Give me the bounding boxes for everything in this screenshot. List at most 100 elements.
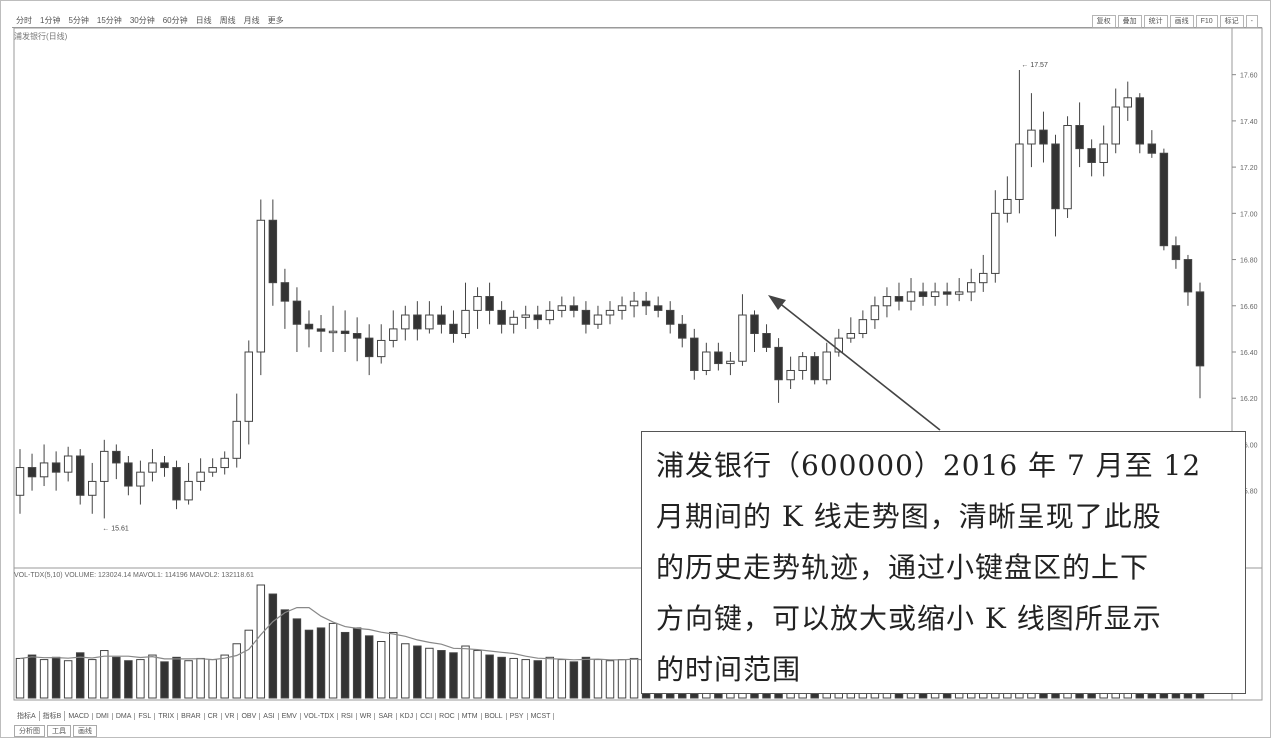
indicator-tab[interactable]: MTM [459,713,482,720]
period-button[interactable]: 60分钟 [162,16,188,25]
annotation-line: 的历史走势轨迹，通过小键盘区的上下 [656,551,1150,584]
volume-bar-down [75,652,85,699]
volume-bar-up [148,654,157,699]
candle-up [1003,198,1012,214]
candle-down [714,351,723,365]
candle-up [473,296,482,311]
volume-bar-down [280,609,290,699]
candle-down [942,291,952,295]
volume-bar-down [569,661,579,699]
volume-bar-up [401,643,410,699]
volume-bar-down [352,627,362,699]
y-tick-label: 16.80 [1240,258,1258,265]
candle-down [569,305,579,311]
candle-up [846,333,856,339]
candle-up [798,356,807,371]
candle-down [1039,129,1048,145]
candle-down [292,300,302,325]
volume-bar-up [617,659,627,699]
volume-bar-up [244,629,254,699]
candle-up [1015,143,1024,200]
volume-bar-down [364,635,374,699]
candle-down [413,314,422,330]
volume-panel-frame [13,567,1263,701]
candle-down [124,462,133,487]
candle-down [1159,152,1169,247]
period-button[interactable]: 月线 [243,16,260,25]
annotation-line: 浦发银行（600000）2016 年 7 月至 12 [656,449,1202,482]
indicator-tab[interactable]: DMA [113,713,136,720]
candle-up [593,314,603,325]
annotation-box: 浦发银行（600000）2016 年 7 月至 12 月期间的 K 线走势图，清… [641,431,1246,694]
indicator-tab[interactable]: KDJ [397,713,418,720]
indicator-tab[interactable]: VR [222,713,239,720]
indicator-tab[interactable]: OBV [238,713,261,720]
volume-bar-up [136,659,145,699]
indicator-tab[interactable]: EMV [279,713,301,720]
candle-up [509,316,518,325]
candle-up [1063,125,1072,210]
volume-bar-up [208,659,217,699]
volume-bar-down [160,661,169,699]
indicator-tab[interactable]: CCI [417,713,437,720]
indicator-tab[interactable]: BRAR [178,713,205,720]
volume-bar-up [521,659,530,699]
volume-bar-down [533,660,542,699]
period-button[interactable]: 1分钟 [40,16,61,25]
indicator-tab[interactable]: BOLL [482,713,507,720]
period-button[interactable]: 分时 [16,16,32,25]
period-button[interactable]: 周线 [219,16,236,25]
candle-down [810,356,819,381]
indicator-tab[interactable]: ASI [260,713,279,720]
indicator-tab[interactable]: CR [205,713,222,720]
period-button[interactable]: 日线 [195,16,212,25]
candle-down [1075,125,1084,150]
period-button[interactable]: 15分钟 [96,16,122,25]
volume-bar-up [376,641,386,699]
footer-tab[interactable]: 分析图 [14,725,45,737]
indicator-tab[interactable]: WR [357,713,376,720]
candle-up [991,212,1000,274]
footer-tab[interactable]: 画线 [73,725,97,737]
period-button[interactable]: 5分钟 [68,16,89,25]
volume-bar-up [220,654,229,699]
period-button[interactable]: 30分钟 [129,16,155,25]
candle-up [822,351,831,381]
indicator-tab[interactable]: SAR [375,713,397,720]
annotation-line: 的时间范围 [656,653,802,686]
indicator-tab[interactable]: MCST [528,713,555,720]
indicator-tab[interactable]: DMI [93,713,113,720]
indicator-tab[interactable]: MACD [65,713,93,720]
indicator-tab[interactable]: PSY [507,713,528,720]
volume-bar-up [232,643,241,699]
candle-down [437,314,446,325]
y-tick-label: 17.60 [1240,73,1258,80]
volume-bar-down [449,652,458,699]
volume-bar-down [304,629,314,699]
y-tick-label: 15.80 [1240,489,1258,496]
indicator-tabs: 指标A 指标B MACD DMI DMA FSL TRIX BRAR CR VR OBV ASI EMV… [14,711,555,721]
volume-bar-up [557,659,567,699]
candle-down [304,323,314,330]
candle-up [196,471,205,482]
volume-stats: VOL-TDX(5,10) VOLUME: 123024.14 MAVOL1: … [14,572,254,579]
candle-up [930,291,940,298]
indicator-tab[interactable]: RSI [338,713,357,720]
indicator-tab[interactable]: FSL [135,713,156,720]
volume-bar-down [112,656,121,699]
candle-up [834,337,844,353]
indicator-tab[interactable]: 指标B [40,711,66,721]
candle-up [244,351,254,422]
candle-down [1147,143,1157,154]
footer-tab[interactable]: 工具 [47,725,71,737]
indicator-tab[interactable]: VOL-TDX [301,713,339,720]
indicator-tab[interactable]: ROC [436,713,459,720]
indicator-tab[interactable]: TRIX [155,713,179,720]
candle-up [521,314,530,318]
volume-bar-up [461,645,470,699]
volume-bar-up [196,657,205,699]
indicator-tab[interactable]: 指标A [14,711,40,721]
candle-up [220,457,229,469]
period-button[interactable]: 更多 [267,16,284,25]
y-tick-label: 17.40 [1240,119,1258,126]
